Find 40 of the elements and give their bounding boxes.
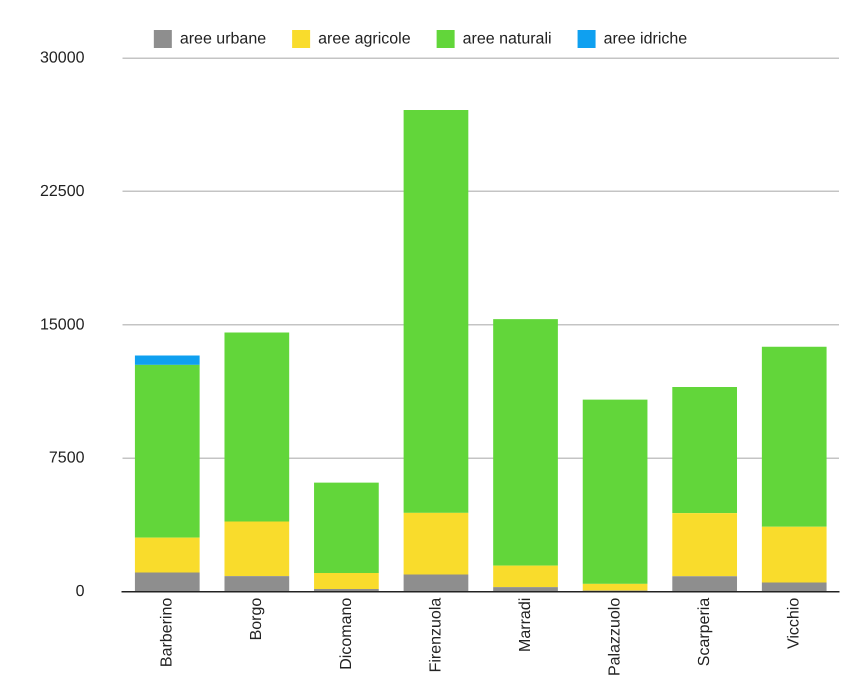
bar <box>762 582 827 591</box>
bar <box>493 587 558 591</box>
x-tick-label: Palazzuolo <box>606 598 624 676</box>
bar <box>672 513 738 576</box>
x-tick-label: Firenzuola <box>427 598 444 672</box>
bar <box>134 364 200 538</box>
x-tick-label: Scarperia <box>696 598 714 666</box>
bar <box>224 332 290 522</box>
bar <box>224 576 290 591</box>
bar <box>134 572 200 591</box>
legend-label: aree agricole <box>318 30 411 48</box>
bar <box>672 576 738 591</box>
bar <box>404 110 468 513</box>
x-tick-label: Marradi <box>516 598 534 652</box>
legend-label: aree idriche <box>604 30 688 48</box>
y-tick-label: 7500 <box>48 450 85 467</box>
bar <box>582 584 648 591</box>
x-tick-label: Barberino <box>158 598 176 668</box>
bar <box>224 521 290 576</box>
legend-label: aree naturali <box>462 30 552 48</box>
bar <box>582 400 648 584</box>
bar <box>134 355 200 365</box>
bar <box>314 482 379 574</box>
bar <box>493 566 558 588</box>
bar <box>314 573 379 590</box>
y-tick-label: 22500 <box>40 182 85 200</box>
y-tick-label: 0 <box>76 583 85 600</box>
x-tick-label: Dicomano <box>338 598 355 670</box>
bar <box>672 386 738 514</box>
bar <box>762 526 827 582</box>
bar <box>762 346 827 527</box>
x-tick-label: Vicchio <box>786 598 803 650</box>
legend-label: aree urbane <box>180 30 266 48</box>
y-tick-label: 15000 <box>40 316 85 334</box>
y-tick-label: 30000 <box>40 49 85 66</box>
x-tick-label: Borgo <box>248 598 266 640</box>
bar <box>404 512 468 574</box>
bar <box>404 574 468 591</box>
bar <box>493 319 558 566</box>
bar <box>134 538 200 573</box>
